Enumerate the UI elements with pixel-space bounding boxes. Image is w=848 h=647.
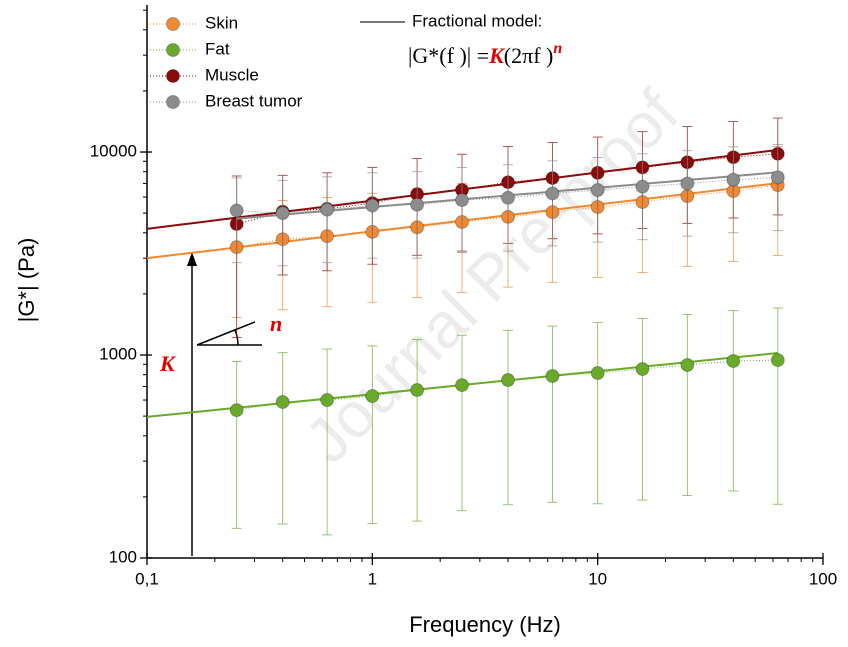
legend-marker xyxy=(166,17,180,31)
point xyxy=(229,403,244,418)
point xyxy=(770,353,785,368)
point xyxy=(500,190,515,205)
error-bar xyxy=(637,318,648,501)
formula-base: (2πf ) xyxy=(504,43,554,68)
error-bar xyxy=(502,164,513,252)
error-bar xyxy=(637,153,648,241)
formula-lhs: |G*(f )| = xyxy=(408,43,489,68)
x-tick-label: 10 xyxy=(588,569,607,588)
x-tick-label: 100 xyxy=(809,569,837,588)
error-bar xyxy=(772,143,783,232)
model-legend-label: Fractional model: xyxy=(412,11,542,30)
legend-marker xyxy=(166,69,180,83)
k-annotation: K xyxy=(159,351,176,376)
error-bar xyxy=(412,339,423,522)
x-tick-label: 1 xyxy=(368,569,377,588)
point xyxy=(275,206,290,221)
point xyxy=(590,182,605,197)
legend-label: Muscle xyxy=(205,65,259,84)
point xyxy=(635,179,650,194)
formula: |G*(f )| =K(2πf )n xyxy=(408,40,562,68)
point xyxy=(455,193,470,208)
error-bar xyxy=(277,352,288,525)
error-bar xyxy=(367,172,378,259)
error-bar xyxy=(412,171,423,259)
y-axis-title: |G*| (Pa) xyxy=(14,238,39,323)
formula-k: K xyxy=(488,43,505,68)
angle-slope xyxy=(196,321,256,346)
legend-label: Breast tumor xyxy=(205,91,303,110)
error-bar xyxy=(682,150,693,237)
point xyxy=(635,362,650,377)
point xyxy=(770,170,785,185)
n-annotation: n xyxy=(270,311,282,336)
point xyxy=(545,369,560,384)
point xyxy=(455,378,470,393)
point xyxy=(275,394,290,409)
error-bar xyxy=(772,307,783,505)
error-bar xyxy=(728,310,739,492)
point xyxy=(680,357,695,372)
point xyxy=(500,373,515,388)
error-bar xyxy=(457,166,468,253)
x-axis-title: Frequency (Hz) xyxy=(409,612,561,637)
point xyxy=(229,203,244,218)
error-bar xyxy=(547,160,558,247)
watermark: Journal Pre-proof xyxy=(291,76,692,477)
legend-marker xyxy=(166,95,180,109)
x-tick-label: 0,1 xyxy=(135,569,159,588)
point xyxy=(680,176,695,191)
point xyxy=(320,393,335,408)
y-tick-label: 10000 xyxy=(90,142,137,161)
formula-n: n xyxy=(553,40,562,57)
error-bar xyxy=(547,325,558,503)
error-bar xyxy=(682,314,693,497)
point xyxy=(726,354,741,369)
point xyxy=(726,172,741,187)
point xyxy=(320,202,335,217)
error-bar xyxy=(502,329,513,506)
k-arrowhead xyxy=(187,252,197,266)
error-bar xyxy=(322,176,333,264)
error-bar xyxy=(367,345,378,524)
error-bar xyxy=(592,322,603,505)
error-bar xyxy=(728,146,739,234)
error-bar xyxy=(231,177,242,264)
y-tick-label: 1000 xyxy=(99,344,137,363)
legend-marker xyxy=(166,43,180,57)
error-bar xyxy=(322,348,333,536)
error-bar xyxy=(592,157,603,243)
point xyxy=(410,383,425,398)
legend-label: Skin xyxy=(205,13,238,32)
y-tick-label: 100 xyxy=(109,547,137,566)
error-bar xyxy=(457,334,468,512)
point xyxy=(590,366,605,381)
point xyxy=(545,186,560,201)
error-bar xyxy=(277,179,288,267)
error-bar xyxy=(231,360,242,529)
legend-label: Fat xyxy=(205,39,230,58)
point xyxy=(410,197,425,212)
point xyxy=(365,389,380,404)
point xyxy=(365,198,380,213)
